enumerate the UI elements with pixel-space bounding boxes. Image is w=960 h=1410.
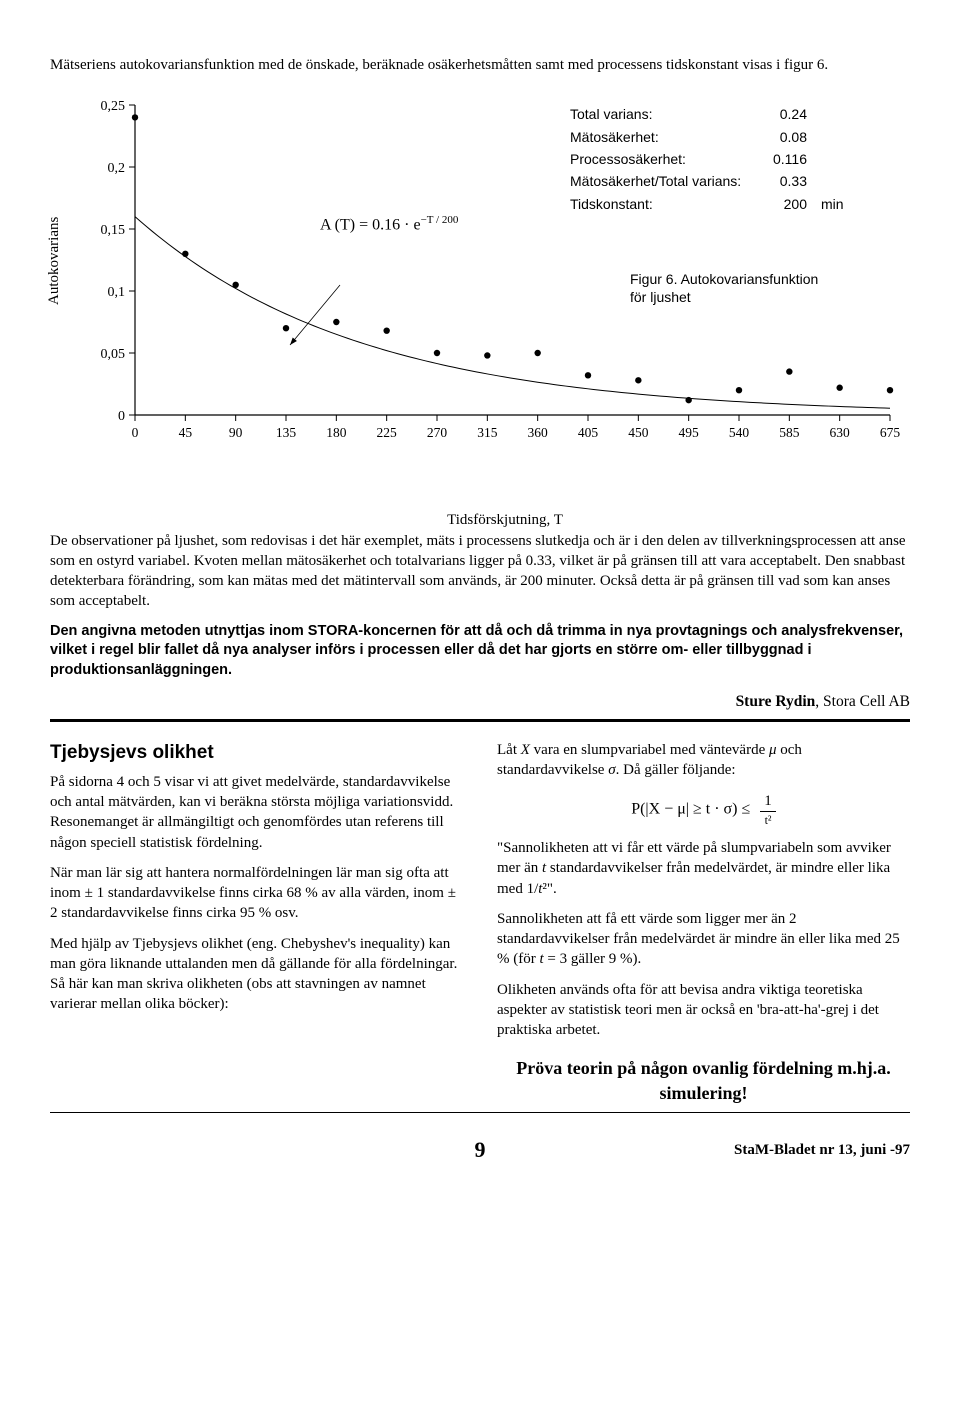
byline-affiliation: , Stora Cell AB	[815, 693, 910, 710]
stats-value: 0.116	[765, 148, 807, 170]
svg-text:0,25: 0,25	[101, 99, 126, 114]
left-para-1: På sidorna 4 och 5 visar vi att givet me…	[50, 772, 463, 853]
stats-label: Mätosäkerhet/Total varians:	[570, 170, 765, 192]
stats-label: Total varians:	[570, 103, 765, 125]
stats-label: Mätosäkerhet:	[570, 126, 765, 148]
stats-value: 0.08	[765, 126, 807, 148]
svg-text:585: 585	[779, 425, 800, 440]
right-para-4: Olikheten används ofta för att bevisa an…	[497, 980, 910, 1041]
stats-row: Total varians:0.24	[570, 103, 844, 125]
footer-rule	[50, 1112, 910, 1113]
svg-text:270: 270	[427, 425, 448, 440]
discussion-para-1: De observationer på ljushet, som redovis…	[50, 531, 910, 612]
page-footer: 9 StaM-Bladet nr 13, juni -97	[50, 1131, 910, 1165]
chebyshev-formula: P(|X − μ| ≥ t · σ) ≤ 1 t²	[497, 791, 910, 828]
right-column: Låt X vara en slumpvariabel med väntevär…	[497, 740, 910, 1105]
stats-table: Total varians:0.24Mätosäkerhet:0.08Proce…	[570, 103, 844, 215]
left-column: Tjebysjevs olikhet På sidorna 4 och 5 vi…	[50, 740, 463, 1105]
svg-text:360: 360	[528, 425, 549, 440]
callout-text: Pröva teorin på någon ovanlig fördelning…	[497, 1056, 910, 1105]
two-column-section: Tjebysjevs olikhet På sidorna 4 och 5 vi…	[50, 740, 910, 1105]
svg-text:225: 225	[377, 425, 398, 440]
formula-lhs: P(|X − μ| ≥ t · σ) ≤	[631, 800, 750, 817]
section-rule	[50, 719, 910, 722]
right-para-2: "Sannolikheten att vi får ett värde på s…	[497, 838, 910, 899]
svg-text:0,05: 0,05	[101, 347, 126, 362]
stats-label: Tidskonstant:	[570, 193, 765, 215]
stats-unit: min	[807, 193, 844, 215]
byline: Sture Rydin, Stora Cell AB	[50, 692, 910, 713]
chart-formula: A (T) = 0.16 · e−T / 200	[320, 213, 458, 236]
tjebysjev-heading: Tjebysjevs olikhet	[50, 740, 463, 766]
svg-text:0,2: 0,2	[108, 161, 126, 176]
stats-unit	[807, 103, 821, 125]
intro-paragraph: Mätseriens autokovariansfunktion med de …	[50, 55, 910, 75]
stats-row: Tidskonstant:200min	[570, 193, 844, 215]
fraction-numerator: 1	[760, 791, 776, 812]
chart-ylabel: Autokovarians	[44, 217, 64, 305]
publication-info: StaM-Bladet nr 13, juni -97	[734, 1142, 910, 1158]
svg-text:630: 630	[830, 425, 851, 440]
svg-text:315: 315	[477, 425, 498, 440]
stats-value: 0.33	[765, 170, 807, 192]
svg-text:0,15: 0,15	[101, 223, 126, 238]
fraction-denominator: t²	[760, 812, 776, 828]
autocovariance-chart: Autokovarians 00,050,10,150,20,250459013…	[50, 95, 910, 515]
svg-text:180: 180	[326, 425, 347, 440]
stats-value: 0.24	[765, 103, 807, 125]
byline-name: Sture Rydin	[736, 693, 816, 710]
chart-caption: Figur 6. Autokovarians­funktion för ljus…	[630, 270, 830, 306]
stats-value: 200	[765, 193, 807, 215]
svg-text:135: 135	[276, 425, 297, 440]
svg-text:0,1: 0,1	[108, 285, 126, 300]
page-number: 9	[475, 1135, 486, 1165]
stats-unit	[807, 126, 821, 148]
svg-text:405: 405	[578, 425, 599, 440]
stats-row: Processosäkerhet:0.116	[570, 148, 844, 170]
stats-unit	[807, 170, 821, 192]
stats-row: Mätosäkerhet:0.08	[570, 126, 844, 148]
left-para-3: Med hjälp av Tjebysjevs olikhet (eng. Ch…	[50, 934, 463, 1015]
right-para-3: Sannolikheten att få ett värde som ligge…	[497, 909, 910, 970]
discussion-para-2: Den angivna metoden utnyttjas inom STORA…	[50, 622, 910, 681]
svg-text:0: 0	[132, 425, 139, 440]
svg-text:450: 450	[628, 425, 649, 440]
left-para-2: När man lär sig att hantera normalfördel…	[50, 863, 463, 924]
svg-text:540: 540	[729, 425, 750, 440]
svg-text:675: 675	[880, 425, 901, 440]
stats-label: Processosäkerhet:	[570, 148, 765, 170]
svg-text:495: 495	[679, 425, 700, 440]
right-para-1: Låt X vara en slumpvariabel med väntevär…	[497, 740, 910, 781]
formula-fraction: 1 t²	[760, 791, 776, 828]
svg-text:90: 90	[229, 425, 243, 440]
svg-text:45: 45	[179, 425, 193, 440]
svg-text:0: 0	[118, 409, 125, 424]
stats-unit	[807, 148, 821, 170]
stats-row: Mätosäkerhet/Total varians:0.33	[570, 170, 844, 192]
